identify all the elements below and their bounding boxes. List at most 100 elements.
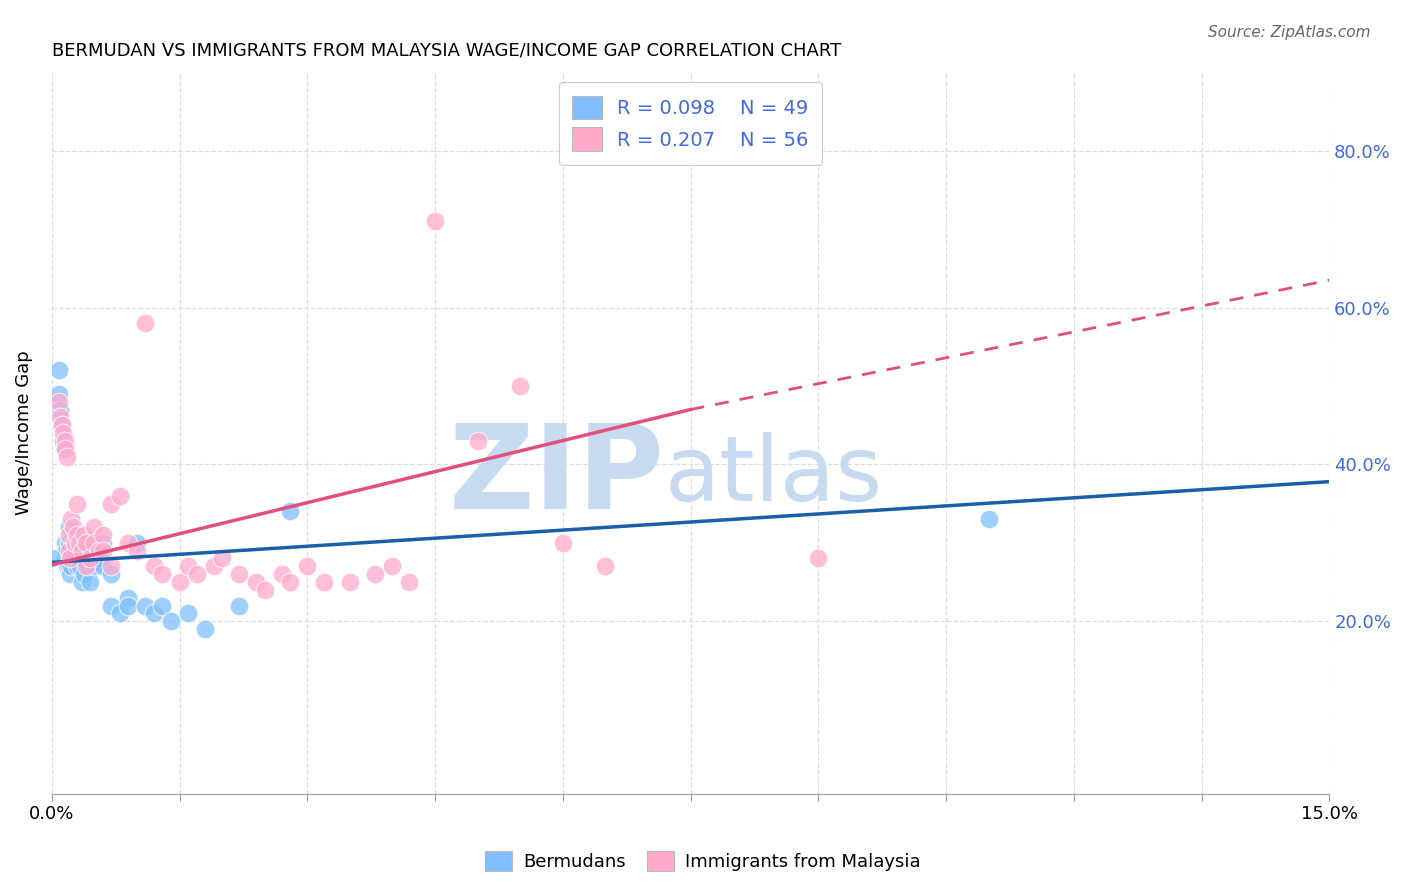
Point [52, 425, 75, 440]
Point [211, 551, 233, 566]
Point [55, 543, 77, 558]
Point [87, 543, 110, 558]
Point [67, 536, 90, 550]
Point [228, 567, 250, 582]
Point [59, 567, 82, 582]
Text: atlas: atlas [665, 433, 883, 520]
Point [100, 599, 122, 613]
Point [228, 599, 250, 613]
Point [108, 489, 131, 503]
Point [169, 574, 191, 589]
Point [60, 512, 83, 526]
Point [100, 559, 122, 574]
Point [62, 520, 84, 534]
Point [53, 434, 76, 448]
Point [58, 528, 80, 542]
Point [75, 551, 97, 566]
Point [125, 543, 148, 558]
Point [83, 559, 105, 574]
Point [117, 591, 139, 605]
Point [66, 559, 89, 574]
Point [59, 551, 82, 566]
Point [509, 379, 531, 393]
Point [364, 567, 387, 582]
Point [83, 520, 105, 534]
Point [398, 574, 420, 589]
Point [807, 551, 830, 566]
Point [62, 536, 84, 550]
Y-axis label: Wage/Income Gap: Wage/Income Gap [15, 351, 32, 516]
Point [56, 559, 79, 574]
Point [75, 536, 97, 550]
Point [142, 607, 165, 621]
Point [134, 316, 156, 330]
Point [339, 574, 361, 589]
Point [75, 536, 97, 550]
Point [87, 551, 110, 566]
Point [51, 418, 73, 433]
Point [66, 543, 89, 558]
Point [66, 528, 89, 542]
Point [48, 387, 70, 401]
Point [278, 504, 301, 518]
Point [186, 567, 208, 582]
Point [79, 551, 101, 566]
Point [83, 543, 105, 558]
Point [48, 363, 70, 377]
Point [48, 394, 70, 409]
Point [152, 567, 174, 582]
Point [60, 559, 83, 574]
Point [58, 536, 80, 550]
Point [41, 551, 63, 566]
Point [52, 434, 75, 448]
Point [977, 512, 1000, 526]
Point [73, 567, 96, 582]
Point [76, 559, 98, 574]
Point [53, 551, 76, 566]
Point [160, 614, 183, 628]
Point [53, 442, 76, 456]
Point [177, 607, 200, 621]
Point [53, 442, 76, 456]
Point [51, 418, 73, 433]
Point [253, 582, 276, 597]
Point [49, 402, 72, 417]
Point [67, 551, 90, 566]
Point [595, 559, 617, 574]
Point [202, 559, 225, 574]
Point [83, 536, 105, 550]
Point [58, 543, 80, 558]
Point [56, 450, 79, 464]
Point [58, 520, 80, 534]
Point [551, 536, 574, 550]
Point [297, 559, 319, 574]
Point [91, 536, 114, 550]
Point [381, 559, 404, 574]
Point [63, 543, 86, 558]
Point [117, 536, 139, 550]
Point [467, 434, 489, 448]
Point [75, 559, 97, 574]
Point [66, 497, 89, 511]
Text: BERMUDAN VS IMMIGRANTS FROM MALAYSIA WAGE/INCOME GAP CORRELATION CHART: BERMUDAN VS IMMIGRANTS FROM MALAYSIA WAG… [52, 42, 841, 60]
Point [125, 536, 148, 550]
Point [152, 599, 174, 613]
Point [142, 559, 165, 574]
Point [108, 607, 131, 621]
Point [66, 528, 89, 542]
Point [69, 559, 91, 574]
Legend: Bermudans, Immigrants from Malaysia: Bermudans, Immigrants from Malaysia [478, 844, 928, 879]
Point [91, 528, 114, 542]
Point [100, 497, 122, 511]
Point [63, 536, 86, 550]
Point [314, 574, 336, 589]
Point [53, 536, 76, 550]
Point [100, 567, 122, 582]
Point [79, 574, 101, 589]
Point [278, 574, 301, 589]
Point [70, 543, 93, 558]
Text: ZIP: ZIP [449, 419, 665, 533]
Point [134, 599, 156, 613]
Point [73, 528, 96, 542]
Point [117, 599, 139, 613]
